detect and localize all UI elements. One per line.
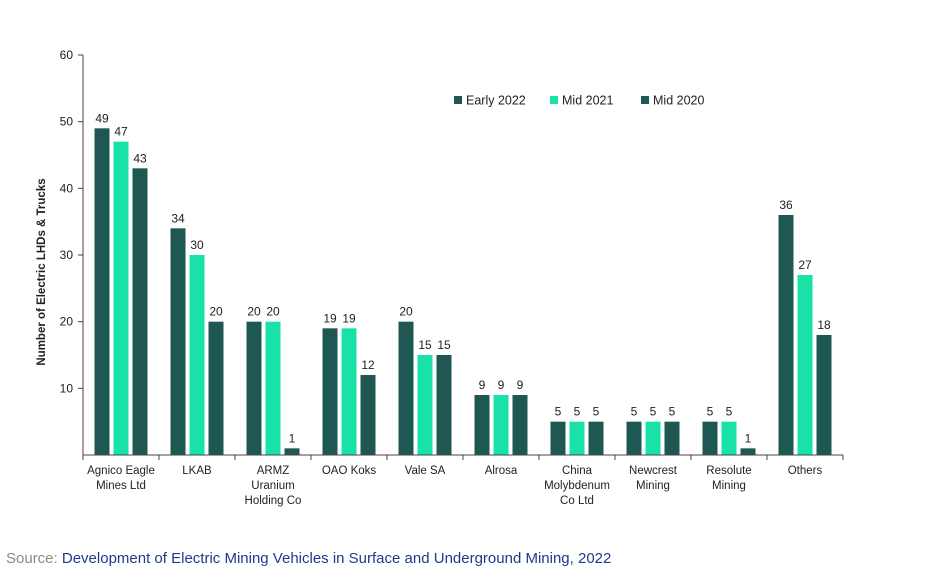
bar bbox=[360, 375, 376, 455]
legend-label: Early 2022 bbox=[466, 94, 526, 108]
data-label: 19 bbox=[323, 311, 337, 325]
data-label: 47 bbox=[114, 125, 128, 139]
data-label: 43 bbox=[133, 151, 147, 165]
x-category-label: Agnico Eagle bbox=[87, 465, 155, 477]
data-label: 27 bbox=[798, 258, 812, 272]
bar bbox=[664, 421, 680, 455]
data-label: 19 bbox=[342, 311, 356, 325]
x-category-label: Vale SA bbox=[405, 465, 446, 477]
y-tick-label: 50 bbox=[60, 115, 74, 129]
data-label: 5 bbox=[593, 405, 600, 419]
y-axis: 10 20 30 40 50 60 bbox=[60, 48, 84, 455]
bar bbox=[778, 215, 794, 455]
bar bbox=[94, 128, 110, 456]
y-tick-label: 40 bbox=[60, 181, 74, 195]
x-category-label: Mining bbox=[712, 480, 746, 492]
legend-label: Mid 2021 bbox=[562, 94, 613, 108]
x-axis: Agnico Eagle Mines Ltd LKAB ARMZ Uranium Hold… bbox=[82, 454, 844, 507]
bar bbox=[265, 321, 281, 455]
data-label: 5 bbox=[669, 405, 676, 419]
y-tick-label: 20 bbox=[60, 315, 74, 329]
legend-swatch bbox=[550, 96, 558, 104]
bar bbox=[284, 448, 300, 455]
data-label: 5 bbox=[631, 405, 638, 419]
legend: Early 2022 Mid 2021 Mid 2020 bbox=[454, 94, 704, 108]
legend-swatch bbox=[641, 96, 649, 104]
bar bbox=[474, 395, 490, 455]
bar bbox=[626, 421, 642, 455]
bar bbox=[208, 321, 224, 455]
data-label: 15 bbox=[418, 338, 432, 352]
bar bbox=[246, 321, 262, 455]
bar bbox=[493, 395, 509, 455]
legend-label: Mid 2020 bbox=[653, 94, 704, 108]
data-label: 9 bbox=[517, 378, 524, 392]
data-label: 20 bbox=[399, 305, 413, 319]
y-tick-label: 30 bbox=[60, 248, 74, 262]
x-category-label: LKAB bbox=[182, 465, 212, 477]
bar bbox=[398, 321, 414, 455]
legend-swatch bbox=[454, 96, 462, 104]
data-label: 15 bbox=[437, 338, 451, 352]
data-label: 20 bbox=[247, 305, 261, 319]
bar bbox=[550, 421, 566, 455]
data-label: 36 bbox=[779, 198, 793, 212]
data-label: 5 bbox=[574, 405, 581, 419]
bar bbox=[113, 141, 129, 455]
bar bbox=[740, 448, 756, 455]
bar bbox=[341, 328, 357, 455]
data-label: 34 bbox=[171, 211, 185, 225]
data-label: 9 bbox=[479, 378, 486, 392]
x-category-label: Molybdenum bbox=[544, 480, 610, 492]
bar bbox=[417, 355, 433, 455]
x-category-label: ARMZ bbox=[257, 465, 290, 477]
bar bbox=[645, 421, 661, 455]
bars bbox=[94, 128, 832, 456]
x-category-label: Newcrest bbox=[629, 465, 678, 477]
x-category-label: Resolute bbox=[706, 465, 751, 477]
bar bbox=[170, 228, 186, 455]
source-link[interactable]: Development of Electric Mining Vehicles … bbox=[61, 550, 612, 567]
data-label: 20 bbox=[266, 305, 280, 319]
data-label: 5 bbox=[555, 405, 562, 419]
data-label: 5 bbox=[707, 405, 714, 419]
data-label: 9 bbox=[498, 378, 505, 392]
x-category-label: Mining bbox=[636, 480, 670, 492]
data-label: 5 bbox=[650, 405, 657, 419]
x-category-label: Others bbox=[788, 465, 823, 477]
source-line: Source: Development of Electric Mining V… bbox=[6, 550, 611, 567]
x-category-label: Uranium bbox=[251, 480, 294, 492]
data-label: 1 bbox=[289, 431, 296, 445]
bar bbox=[322, 328, 338, 455]
x-category-label: China bbox=[562, 465, 593, 477]
y-tick-label: 10 bbox=[60, 381, 74, 395]
bar bbox=[702, 421, 718, 455]
bar bbox=[132, 168, 148, 456]
bar bbox=[721, 421, 737, 455]
x-category-label: OAO Koks bbox=[322, 465, 377, 477]
source-prefix: Source: bbox=[6, 550, 62, 567]
data-label: 30 bbox=[190, 238, 204, 252]
bar bbox=[436, 355, 452, 455]
bar bbox=[588, 421, 604, 455]
bar bbox=[512, 395, 528, 455]
y-axis-title: Number of Electric LHDs & Trucks bbox=[36, 178, 48, 365]
y-tick-label: 60 bbox=[60, 48, 74, 62]
data-label: 20 bbox=[209, 305, 223, 319]
bar bbox=[569, 421, 585, 455]
x-category-label: Co Ltd bbox=[560, 495, 594, 507]
data-label: 5 bbox=[726, 405, 733, 419]
bar bbox=[189, 255, 205, 455]
bar bbox=[797, 275, 813, 455]
x-category-label: Mines Ltd bbox=[96, 480, 146, 492]
bar bbox=[816, 335, 832, 455]
x-category-label: Alrosa bbox=[485, 465, 518, 477]
data-label: 49 bbox=[95, 111, 109, 125]
data-label: 12 bbox=[361, 358, 375, 372]
data-label: 1 bbox=[745, 431, 752, 445]
data-label: 18 bbox=[817, 318, 831, 332]
x-category-label: Holding Co bbox=[245, 495, 302, 507]
